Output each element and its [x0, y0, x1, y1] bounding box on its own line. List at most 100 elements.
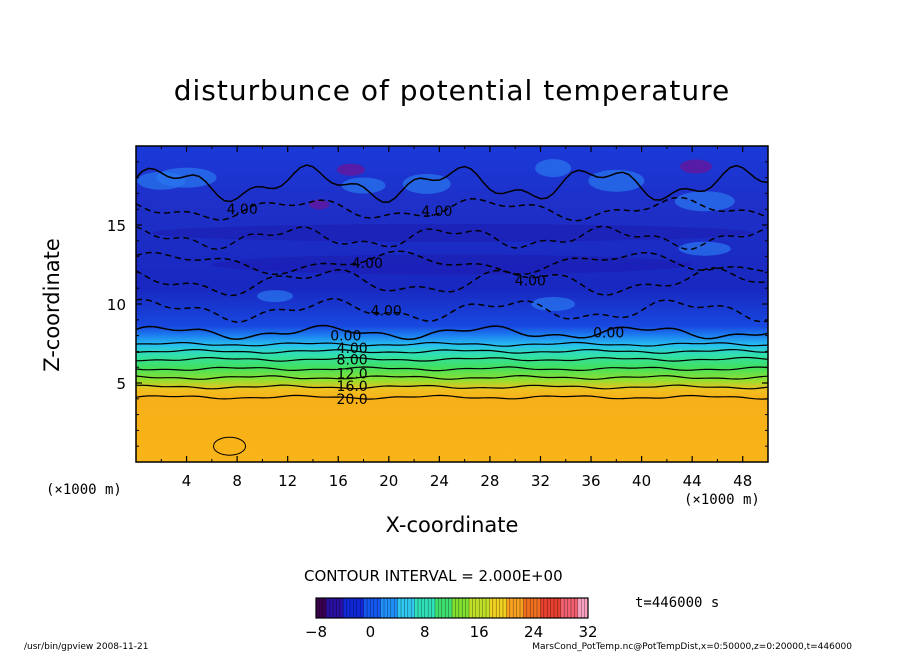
field-patch: [257, 290, 294, 303]
x-tick-label: 32: [531, 472, 550, 490]
colorbar-tick-label: 24: [524, 623, 543, 641]
colorbar-cell: [567, 598, 572, 618]
colorbar-cell: [472, 598, 477, 618]
y-tick-label: 5: [116, 375, 126, 393]
colorbar-cell: [458, 598, 463, 618]
contour-label: 0.00: [330, 329, 361, 345]
contour-label: 4.00: [337, 341, 368, 357]
field-patch: [341, 177, 386, 194]
x-tick-label: 8: [232, 472, 242, 490]
colorbar-cell: [401, 598, 405, 618]
colorbar-cell: [339, 598, 344, 618]
colorbar-cell: [547, 598, 551, 618]
colorbar-cell: [370, 598, 375, 618]
colorbar-cell: [513, 598, 517, 618]
time-label: t=446000 s: [635, 595, 720, 611]
colorbar-cell: [326, 598, 330, 618]
colorbar-cell: [316, 598, 320, 618]
field-patch: [535, 159, 572, 178]
colorbar-cell: [496, 598, 500, 618]
colorbar-cell: [350, 598, 354, 618]
x-tick-label: 36: [581, 472, 600, 490]
colorbar-cell: [574, 598, 579, 618]
colorbar-frame: [315, 597, 589, 619]
footer-left: /usr/bin/gpview 2008-11-21: [24, 642, 149, 652]
colorbar-cell: [346, 598, 351, 618]
contour-line: [136, 341, 768, 347]
colorbar-cell: [390, 598, 395, 618]
colorbar-cell: [509, 598, 514, 618]
contour-label: 8.00: [337, 352, 368, 368]
y-tick-label: 10: [107, 296, 126, 314]
contour-line: [136, 324, 768, 341]
colorbar-cell: [353, 598, 358, 618]
colorbar-cell: [455, 598, 460, 618]
colorbar-tick-label: 16: [470, 623, 489, 641]
colorbar-cell: [571, 598, 575, 618]
colorbar-tick-label: −8: [305, 623, 327, 641]
colorbar-cell: [322, 598, 327, 618]
field-patch: [309, 199, 330, 210]
plot-area: [136, 146, 768, 462]
colorbar-cell: [520, 598, 524, 618]
x-unit-right: (×1000 m): [684, 492, 760, 508]
colorbar-cell: [363, 598, 368, 618]
colorbar-cell: [486, 598, 490, 618]
colorbar-cell: [516, 598, 521, 618]
x-tick-label: 16: [329, 472, 348, 490]
colorbar-cell: [329, 598, 334, 618]
contour-line: [136, 394, 768, 400]
contour-label: 0.00: [593, 325, 624, 341]
colorbar-cell: [336, 598, 341, 618]
colorbar-cell: [421, 598, 426, 618]
colorbar-cell: [384, 598, 388, 618]
contour-interval-label: CONTOUR INTERVAL = 2.000E+00: [304, 567, 563, 585]
field-patch: [402, 173, 451, 194]
colorbar-cell: [489, 598, 494, 618]
colorbar-cell: [564, 598, 568, 618]
contour-labels: 4.00 4.004.004.004.000.00 0.004.008.0012.0…: [227, 202, 625, 408]
colorbar-cell: [418, 598, 422, 618]
colorbar-cell: [356, 598, 361, 618]
field-patch: [152, 223, 752, 242]
colorbar-cell: [479, 598, 483, 618]
contour-label: 4.00: [227, 202, 258, 218]
contour-line: [213, 436, 247, 456]
field-patch: [678, 241, 731, 256]
colorbar-cell: [584, 598, 589, 618]
colorbar-cell: [506, 598, 511, 618]
colorbar-cell: [435, 598, 439, 618]
colorbar-cell: [482, 598, 487, 618]
colorbar-cell: [469, 598, 473, 618]
colorbar-cell: [492, 598, 497, 618]
x-tick-label: 44: [683, 472, 702, 490]
colorbar-cell: [533, 598, 538, 618]
colorbar-cell: [380, 598, 385, 618]
colorbar-cell: [387, 598, 392, 618]
footer-right: MarsCond_PotTemp.nc@PotTempDist,x=0:5000…: [532, 642, 852, 652]
colorbar-cell: [557, 598, 562, 618]
colorbar-cell: [465, 598, 470, 618]
x-tick-label: 40: [632, 472, 651, 490]
contour-label: 16.0: [337, 379, 368, 395]
colorbar-cell: [424, 598, 429, 618]
colorbar-tick-label: 0: [366, 623, 376, 641]
colorbar-cell: [560, 598, 565, 618]
contour-label: 4.00: [371, 303, 402, 319]
colorbar-cell: [530, 598, 534, 618]
colorbar-cell: [554, 598, 558, 618]
colorbar-cell: [499, 598, 504, 618]
heatmap-features: [137, 159, 752, 311]
x-tick-label: 28: [480, 472, 499, 490]
x-tick-label: 24: [430, 472, 449, 490]
contour-lines: [136, 164, 768, 456]
colorbar-cell: [462, 598, 466, 618]
colorbar-cell: [367, 598, 371, 618]
contour-line: [136, 384, 768, 390]
contour-line: [136, 225, 768, 251]
colorbar-cell: [581, 598, 585, 618]
colorbar-cell: [537, 598, 541, 618]
x-tick-label: 12: [278, 472, 297, 490]
x-tick-label: 48: [733, 472, 752, 490]
